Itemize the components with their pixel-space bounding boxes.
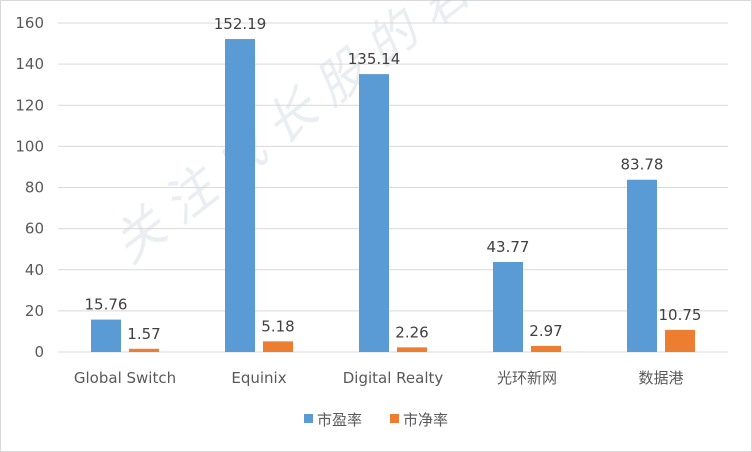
data-label: 135.14: [348, 50, 401, 68]
bar-pb: [397, 347, 427, 352]
y-tick-label: 100: [15, 137, 44, 155]
data-label: 83.78: [621, 156, 664, 174]
y-tick-label: 160: [15, 14, 44, 32]
x-tick-label: 数据港: [638, 369, 683, 387]
legend-label: 市盈率: [317, 411, 362, 429]
bar-pb: [129, 348, 159, 352]
y-tick-label: 60: [25, 220, 44, 238]
bar-pe: [627, 179, 657, 352]
y-tick-label: 140: [15, 55, 44, 73]
data-label: 2.26: [395, 323, 428, 341]
y-tick-label: 120: [15, 96, 44, 114]
bar-pe: [91, 319, 121, 352]
data-label: 2.97: [529, 322, 562, 340]
legend-label: 市净率: [403, 411, 448, 429]
data-label: 1.57: [127, 325, 160, 343]
y-tick-label: 0: [34, 343, 44, 361]
y-tick-label: 80: [25, 179, 44, 197]
y-tick-label: 20: [25, 302, 44, 320]
bar-pb: [263, 341, 293, 352]
x-tick-label: Equinix: [231, 369, 286, 387]
legend-swatch: [390, 414, 399, 423]
bar-pb: [531, 345, 561, 352]
x-tick-label: Global Switch: [74, 369, 176, 387]
data-label: 152.19: [214, 15, 267, 33]
data-label: 5.18: [261, 317, 294, 335]
data-label: 15.76: [85, 296, 128, 314]
bar-pe: [359, 74, 389, 352]
x-tick-label: 光环新网: [497, 369, 557, 387]
x-tick-label: Digital Realty: [343, 369, 444, 387]
bar-pe: [225, 39, 255, 352]
legend-swatch: [304, 414, 313, 423]
y-tick-label: 40: [25, 261, 44, 279]
bar-pe: [493, 261, 523, 352]
bar-pb: [665, 329, 695, 352]
data-label: 10.75: [659, 306, 702, 324]
data-label: 43.77: [487, 238, 530, 256]
